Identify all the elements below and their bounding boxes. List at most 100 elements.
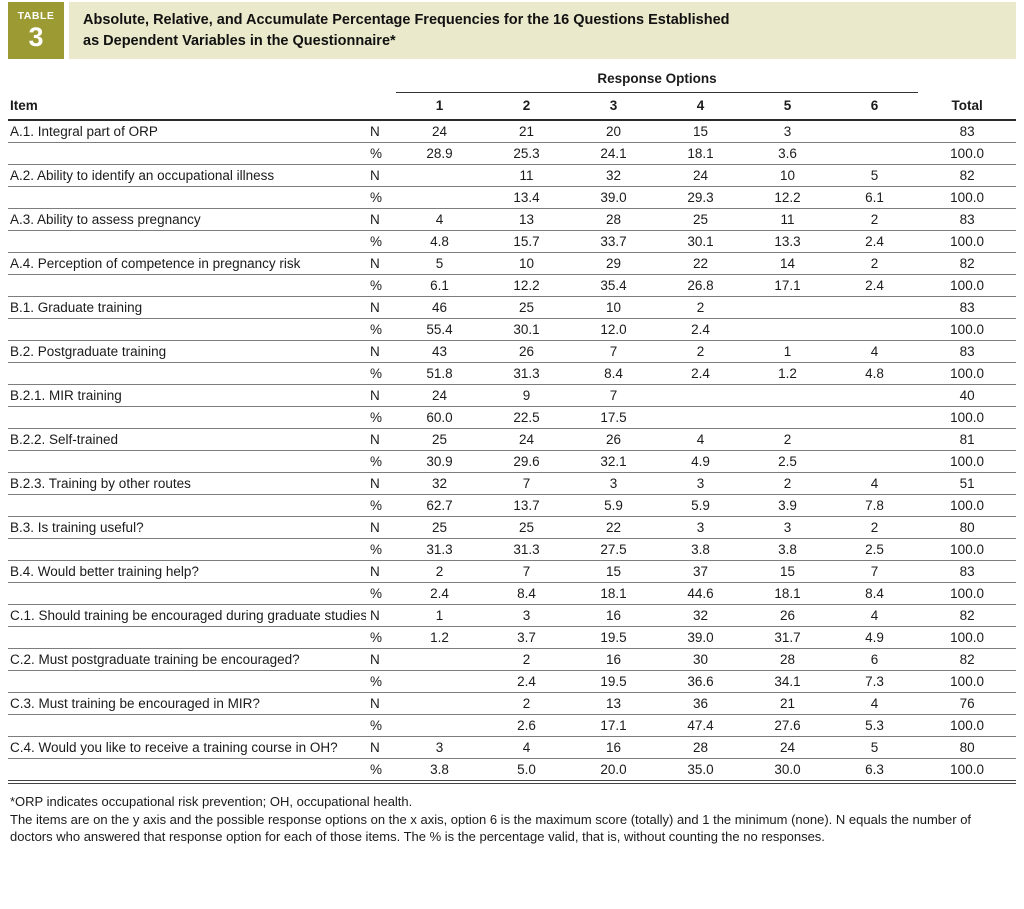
item-pct-row: % 2.4 19.5 36.6 34.1 7.3 100.0 bbox=[8, 671, 1017, 693]
n-value-option-1: 4 bbox=[435, 212, 444, 227]
pct-row-label: % bbox=[370, 762, 383, 777]
item-pct-row: % 31.3 31.3 27.5 3.8 3.8 2.5 100.0 bbox=[8, 539, 1017, 561]
n-value-option-3: 29 bbox=[605, 256, 622, 271]
n-value-option-3: 26 bbox=[605, 432, 622, 447]
n-value-option-2: 7 bbox=[522, 564, 531, 579]
n-total-value: 83 bbox=[959, 344, 975, 359]
n-value-option-2: 24 bbox=[518, 432, 535, 447]
pct-total-value: 100.0 bbox=[950, 630, 984, 645]
pct-value-option-1 bbox=[396, 671, 483, 693]
n-total-value: 40 bbox=[959, 388, 975, 403]
n-value-option-6 bbox=[831, 297, 918, 319]
pct-value-option-2: 13.4 bbox=[513, 190, 540, 205]
pct-row-label: % bbox=[370, 322, 383, 337]
pct-value-option-1: 2.4 bbox=[430, 586, 449, 601]
n-value-option-4: 37 bbox=[692, 564, 709, 579]
item-label-empty bbox=[8, 759, 366, 783]
n-total-value: 81 bbox=[959, 432, 975, 447]
pct-value-option-5: 1.2 bbox=[778, 366, 797, 381]
pct-total-value: 100.0 bbox=[950, 762, 984, 777]
pct-value-option-5: 18.1 bbox=[774, 586, 801, 601]
n-value-option-4: 30 bbox=[692, 652, 709, 667]
item-n-row: A.3. Ability to assess pregnancy N 4 13 28 25… bbox=[8, 209, 1017, 231]
n-value-option-6: 2 bbox=[870, 520, 879, 535]
item-label-empty bbox=[8, 187, 366, 209]
n-value-option-1: 1 bbox=[435, 608, 444, 623]
pct-value-option-1: 30.9 bbox=[426, 454, 453, 469]
pct-value-option-6: 6.3 bbox=[865, 762, 884, 777]
n-value-option-3: 7 bbox=[609, 388, 618, 403]
n-value-option-1 bbox=[396, 649, 483, 671]
pct-value-option-5 bbox=[744, 407, 831, 429]
item-pct-row: % 1.2 3.7 19.5 39.0 31.7 4.9 100.0 bbox=[8, 627, 1017, 649]
pct-value-option-6: 5.3 bbox=[865, 718, 884, 733]
pct-value-option-2: 2.4 bbox=[517, 674, 536, 689]
pct-value-option-1: 31.3 bbox=[426, 542, 453, 557]
pct-value-option-2: 31.3 bbox=[513, 542, 540, 557]
pct-row-label: % bbox=[370, 630, 383, 645]
n-row-label: N bbox=[370, 344, 380, 359]
item-n-row: B.3. Is training useful? N 25 25 22 3 3 2 80 bbox=[8, 517, 1017, 539]
pct-value-option-4: 18.1 bbox=[687, 146, 714, 161]
n-value-option-5: 26 bbox=[779, 608, 796, 623]
pct-total-value: 100.0 bbox=[950, 278, 984, 293]
paper-table-page: TABLE 3 Absolute, Relative, and Accumula… bbox=[0, 2, 1024, 846]
option-column-header-4: 4 bbox=[657, 92, 744, 121]
pct-value-option-4: 2.4 bbox=[691, 366, 710, 381]
item-label-empty bbox=[8, 319, 366, 341]
n-value-option-4 bbox=[657, 385, 744, 407]
n-value-option-6 bbox=[831, 385, 918, 407]
item-label: B.2.2. Self-trained bbox=[10, 432, 119, 447]
n-row-label: N bbox=[370, 520, 380, 535]
pct-value-option-5: 3.9 bbox=[778, 498, 797, 513]
item-label-empty bbox=[8, 627, 366, 649]
pct-total-value: 100.0 bbox=[950, 586, 984, 601]
pct-value-option-5: 17.1 bbox=[774, 278, 801, 293]
n-value-option-6: 2 bbox=[870, 256, 879, 271]
item-label-empty bbox=[8, 495, 366, 517]
n-value-option-1: 25 bbox=[431, 520, 448, 535]
pct-value-option-1: 28.9 bbox=[426, 146, 453, 161]
option-column-header-5: 5 bbox=[744, 92, 831, 121]
pct-value-option-1: 51.8 bbox=[426, 366, 453, 381]
n-value-option-3: 15 bbox=[605, 564, 622, 579]
n-row-label: N bbox=[370, 212, 380, 227]
pct-total-value: 100.0 bbox=[950, 190, 984, 205]
item-label: B.2. Postgraduate training bbox=[10, 344, 167, 359]
item-label: C.2. Must postgraduate training be encou… bbox=[10, 652, 300, 667]
item-n-row: B.2. Postgraduate training N 43 26 7 2 1 4 83 bbox=[8, 341, 1017, 363]
pct-value-option-5: 3.8 bbox=[778, 542, 797, 557]
n-value-option-5: 11 bbox=[780, 212, 795, 227]
n-value-option-3: 20 bbox=[605, 124, 622, 139]
pct-value-option-2: 13.7 bbox=[513, 498, 540, 513]
n-value-option-6: 4 bbox=[870, 608, 879, 623]
pct-value-option-2: 5.0 bbox=[517, 762, 536, 777]
n-value-option-4: 24 bbox=[692, 168, 709, 183]
pct-value-option-4: 4.9 bbox=[691, 454, 710, 469]
pct-value-option-5: 12.2 bbox=[774, 190, 801, 205]
item-label: A.3. Ability to assess pregnancy bbox=[10, 212, 201, 227]
n-total-value: 83 bbox=[959, 300, 975, 315]
pct-value-option-3: 18.1 bbox=[600, 586, 627, 601]
n-value-option-1 bbox=[396, 693, 483, 715]
pct-value-option-4: 35.0 bbox=[687, 762, 714, 777]
pct-value-option-2: 3.7 bbox=[517, 630, 536, 645]
pct-value-option-3: 19.5 bbox=[600, 674, 627, 689]
pct-value-option-4: 36.6 bbox=[687, 674, 714, 689]
pct-total-value: 100.0 bbox=[950, 366, 984, 381]
pct-value-option-4: 5.9 bbox=[691, 498, 710, 513]
n-value-option-1: 24 bbox=[431, 124, 448, 139]
n-value-option-3: 3 bbox=[609, 476, 618, 491]
n-value-option-4: 2 bbox=[696, 344, 705, 359]
n-total-value: 83 bbox=[959, 124, 975, 139]
pct-value-option-1: 3.8 bbox=[430, 762, 449, 777]
pct-value-option-1: 60.0 bbox=[426, 410, 453, 425]
pct-row-label: % bbox=[370, 586, 383, 601]
pct-value-option-3: 17.1 bbox=[600, 718, 627, 733]
n-value-option-6 bbox=[831, 120, 918, 143]
n-value-option-2: 11 bbox=[519, 168, 534, 183]
item-n-row: C.1. Should training be encouraged durin… bbox=[8, 605, 1017, 627]
pct-row-label: % bbox=[370, 190, 383, 205]
table-number-badge: TABLE 3 bbox=[8, 2, 64, 59]
n-row-label: N bbox=[370, 652, 380, 667]
